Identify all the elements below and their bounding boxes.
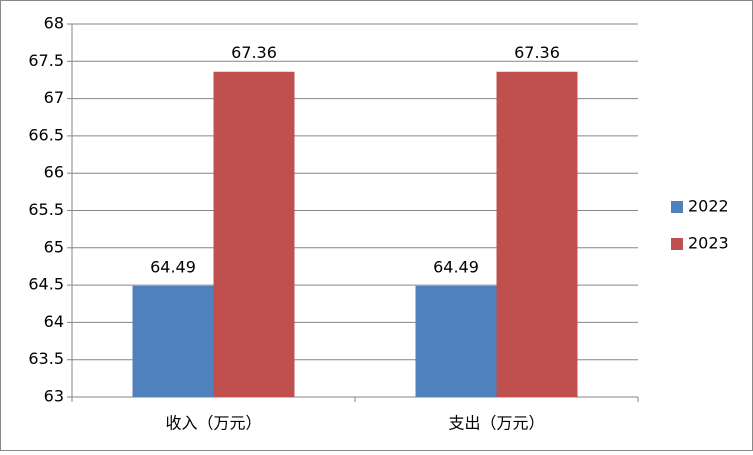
y-tick-label: 64 xyxy=(44,312,64,331)
bar xyxy=(496,71,578,397)
bar xyxy=(415,285,497,397)
value-label: 64.49 xyxy=(150,257,196,276)
y-tick-label: 66 xyxy=(44,163,64,182)
x-tick-label: 收入（万元） xyxy=(165,414,261,433)
value-label: 67.36 xyxy=(514,43,560,62)
bar xyxy=(213,71,295,397)
y-tick-label: 64.5 xyxy=(28,275,64,294)
legend-swatch xyxy=(671,238,683,250)
legend-label: 2023 xyxy=(688,234,729,253)
legend-swatch xyxy=(671,201,683,213)
y-tick-label: 65 xyxy=(44,237,64,256)
value-label: 67.36 xyxy=(231,43,277,62)
value-label: 64.49 xyxy=(433,257,479,276)
y-tick-label: 66.5 xyxy=(28,125,64,144)
y-tick-label: 67.5 xyxy=(28,51,64,70)
y-tick-label: 67 xyxy=(44,88,64,107)
y-tick-label: 68 xyxy=(44,14,64,33)
y-tick-label: 65.5 xyxy=(28,200,64,219)
legend-label: 2022 xyxy=(688,197,729,216)
bar xyxy=(132,285,214,397)
y-tick-label: 63 xyxy=(44,387,64,406)
y-tick-label: 63.5 xyxy=(28,349,64,368)
x-tick-label: 支出（万元） xyxy=(448,414,544,433)
